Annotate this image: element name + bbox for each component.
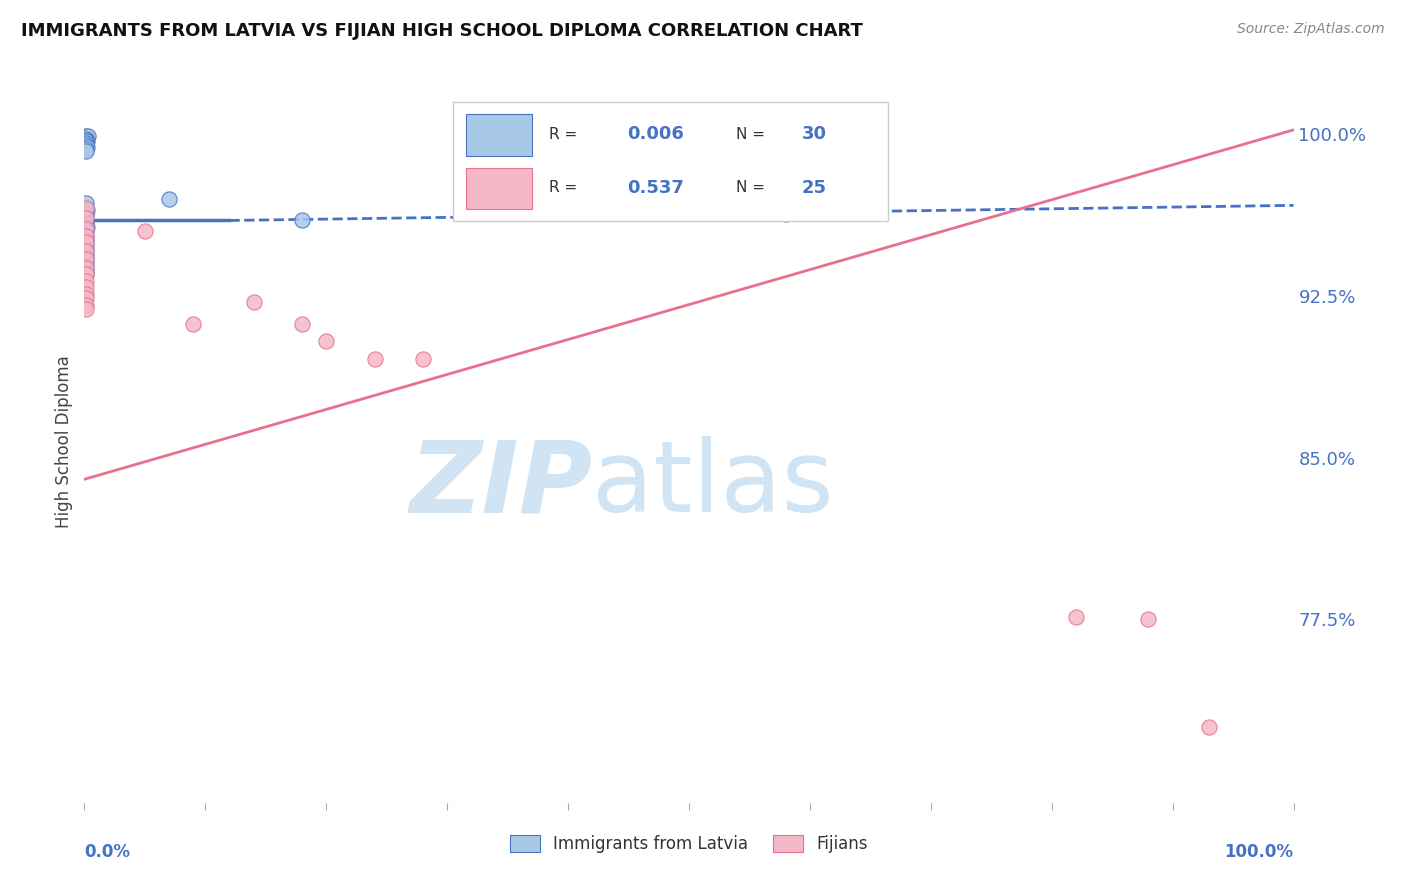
Point	[291, 213, 314, 227]
Point	[75, 301, 97, 316]
Point	[75, 263, 97, 277]
Point	[76, 140, 98, 154]
Point	[76, 202, 98, 217]
Point	[75, 134, 97, 148]
Point	[775, 207, 797, 221]
Point	[75, 268, 97, 282]
Point	[75, 228, 97, 243]
Point	[291, 317, 314, 331]
Point	[76, 134, 98, 148]
Point	[75, 224, 97, 238]
Point	[75, 136, 97, 150]
Point	[75, 274, 97, 288]
Point	[134, 224, 156, 238]
Point	[75, 259, 97, 273]
Point	[315, 334, 337, 349]
Point	[75, 297, 97, 311]
Point	[75, 138, 97, 153]
Point	[75, 216, 97, 230]
Point	[75, 131, 97, 145]
Point	[75, 244, 97, 258]
Y-axis label: High School Diploma: High School Diploma	[55, 355, 73, 528]
Point	[75, 242, 97, 256]
Point	[76, 219, 98, 234]
Point	[1064, 610, 1087, 624]
Point	[75, 196, 97, 211]
Point	[75, 260, 97, 275]
Point	[75, 254, 97, 268]
Point	[75, 228, 97, 243]
Point	[1198, 720, 1220, 734]
Text: ZIP: ZIP	[409, 436, 592, 533]
Point	[157, 192, 180, 206]
Text: atlas: atlas	[592, 436, 834, 533]
Point	[75, 291, 97, 305]
Point	[75, 222, 97, 236]
Point	[242, 295, 264, 310]
Text: Source: ZipAtlas.com: Source: ZipAtlas.com	[1237, 22, 1385, 37]
Point	[75, 211, 97, 226]
Text: 100.0%: 100.0%	[1225, 843, 1294, 861]
Point	[75, 235, 97, 249]
Point	[75, 145, 97, 159]
Point	[75, 142, 97, 156]
Point	[75, 201, 97, 215]
Point	[75, 268, 97, 282]
Point	[75, 211, 97, 226]
Point	[363, 351, 385, 366]
Point	[75, 252, 97, 267]
Point	[75, 207, 97, 221]
Point	[75, 250, 97, 264]
Point	[75, 237, 97, 252]
Point	[181, 317, 204, 331]
Text: IMMIGRANTS FROM LATVIA VS FIJIAN HIGH SCHOOL DIPLOMA CORRELATION CHART: IMMIGRANTS FROM LATVIA VS FIJIAN HIGH SC…	[21, 22, 863, 40]
Point	[75, 245, 97, 260]
Point	[77, 129, 100, 144]
Point	[75, 233, 97, 247]
Legend: Immigrants from Latvia, Fijians: Immigrants from Latvia, Fijians	[503, 828, 875, 860]
Point	[75, 280, 97, 294]
Point	[75, 129, 97, 144]
Text: 0.0%: 0.0%	[84, 843, 131, 861]
Point	[1137, 612, 1160, 626]
Point	[412, 351, 434, 366]
Point	[75, 286, 97, 301]
